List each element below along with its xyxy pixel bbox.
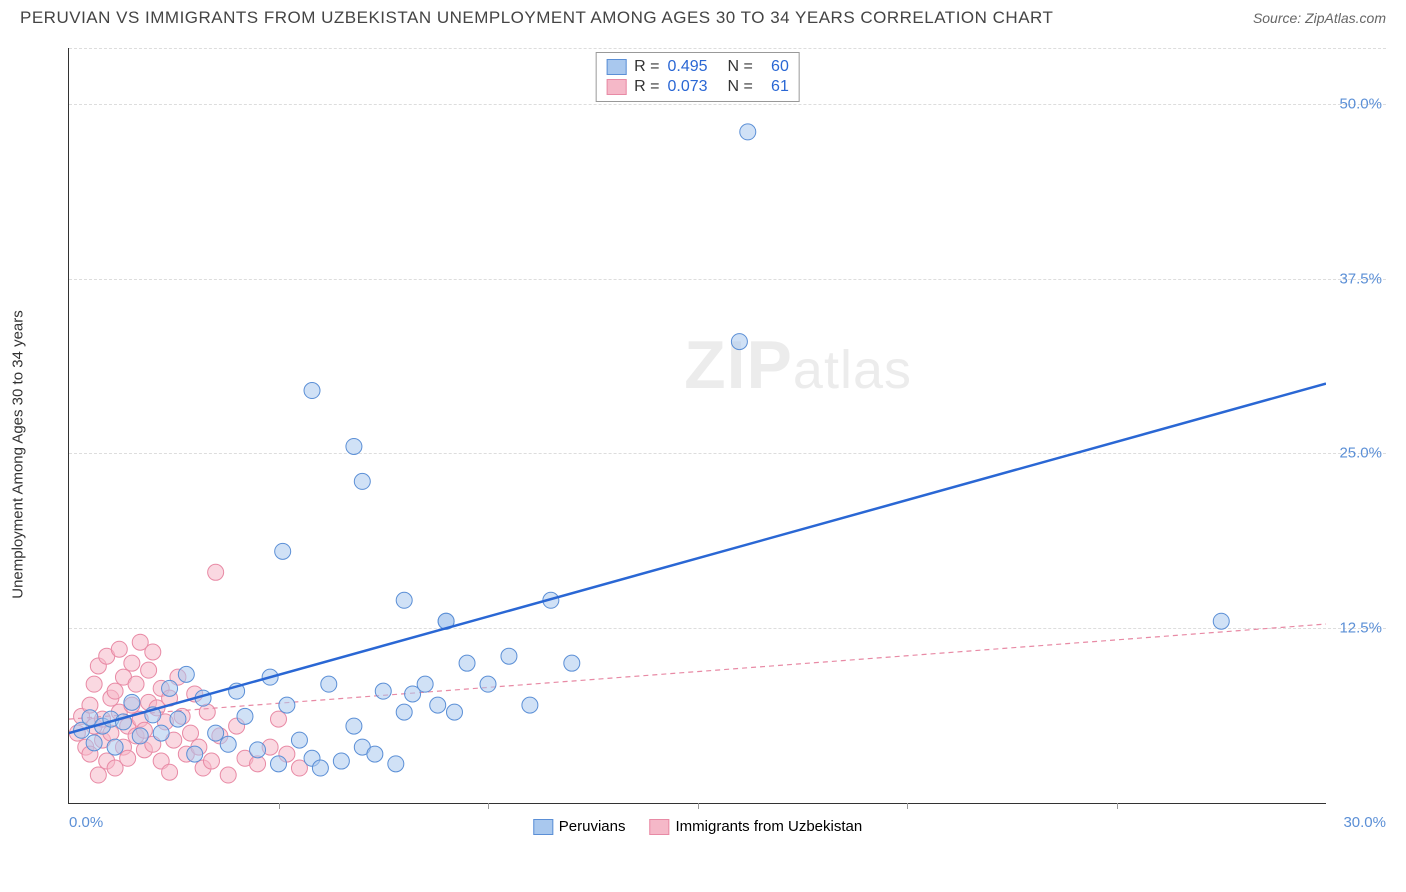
data-point [208,725,224,741]
legend-swatch [606,79,626,95]
data-point [203,753,219,769]
data-point [480,676,496,692]
data-point [304,383,320,399]
data-point [740,124,756,140]
trend-line [69,624,1326,719]
legend-series-label: Immigrants from Uzbekistan [675,818,862,835]
legend-r-label: R = [634,78,659,96]
legend-series-item: Immigrants from Uzbekistan [649,818,862,835]
source-attribution: Source: ZipAtlas.com [1253,10,1386,26]
data-point [141,662,157,678]
data-point [187,746,203,762]
data-point [446,704,462,720]
data-point [430,697,446,713]
legend-r-label: R = [634,58,659,76]
plot-svg [69,48,1326,803]
data-point [354,473,370,489]
data-point [107,739,123,755]
data-point [170,711,186,727]
data-point [396,592,412,608]
data-point [388,756,404,772]
x-tick [1117,803,1118,809]
data-point [145,644,161,660]
data-point [367,746,383,762]
data-point [250,742,266,758]
x-tick [907,803,908,809]
data-point [346,718,362,734]
data-point [124,655,140,671]
data-point [111,641,127,657]
y-tick-label: 12.5% [1339,620,1382,637]
data-point [183,725,199,741]
chart-title: PERUVIAN VS IMMIGRANTS FROM UZBEKISTAN U… [20,8,1053,28]
data-point [120,750,136,766]
legend-series: Peruvians Immigrants from Uzbekistan [533,818,862,835]
data-point [208,564,224,580]
data-point [564,655,580,671]
legend-n-label: N = [728,78,753,96]
data-point [275,543,291,559]
y-tick-label: 25.0% [1339,445,1382,462]
data-point [178,666,194,682]
data-point [220,767,236,783]
data-point [271,711,287,727]
legend-n-value: 61 [761,78,789,96]
data-point [128,676,144,692]
data-point [459,655,475,671]
legend-swatch [606,59,626,75]
legend-r-value: 0.073 [668,78,720,96]
x-tick [488,803,489,809]
legend-swatch [649,819,669,835]
data-point [86,676,102,692]
x-axis-max-label: 30.0% [1343,814,1386,831]
legend-swatch [533,819,553,835]
data-point [153,725,169,741]
data-point [375,683,391,699]
data-point [107,683,123,699]
data-point [220,736,236,752]
legend-series-label: Peruvians [559,818,626,835]
chart-container: Unemployment Among Ages 30 to 34 years Z… [48,48,1386,844]
data-point [291,732,307,748]
data-point [333,753,349,769]
plot-area: ZIPatlas R =0.495N =60R =0.073N =61 Peru… [68,48,1326,804]
data-point [162,680,178,696]
legend-stats-row: R = 0.073 N = 61 [606,77,789,97]
legend-r-value: 0.495 [668,58,720,76]
trend-line [69,384,1326,734]
y-axis-label: Unemployment Among Ages 30 to 34 years [10,310,27,599]
data-point [501,648,517,664]
legend-n-value: 60 [761,58,789,76]
data-point [132,728,148,744]
data-point [279,697,295,713]
data-point [312,760,328,776]
data-point [522,697,538,713]
data-point [86,735,102,751]
data-point [396,704,412,720]
data-point [731,334,747,350]
data-point [417,676,433,692]
legend-stats-box: R = 0.495 N = 60 R = 0.073 N = 61 [595,52,800,102]
x-tick [698,803,699,809]
data-point [271,756,287,772]
legend-n-label: N = [728,58,753,76]
data-point [237,708,253,724]
data-point [1213,613,1229,629]
data-point [90,767,106,783]
legend-series-item: Peruvians [533,818,626,835]
data-point [346,438,362,454]
data-point [124,694,140,710]
x-axis-min-label: 0.0% [69,814,103,831]
data-point [321,676,337,692]
legend-stats-row: R = 0.495 N = 60 [606,57,789,77]
y-tick-label: 37.5% [1339,270,1382,287]
data-point [162,764,178,780]
y-tick-label: 50.0% [1339,95,1382,112]
x-tick [279,803,280,809]
